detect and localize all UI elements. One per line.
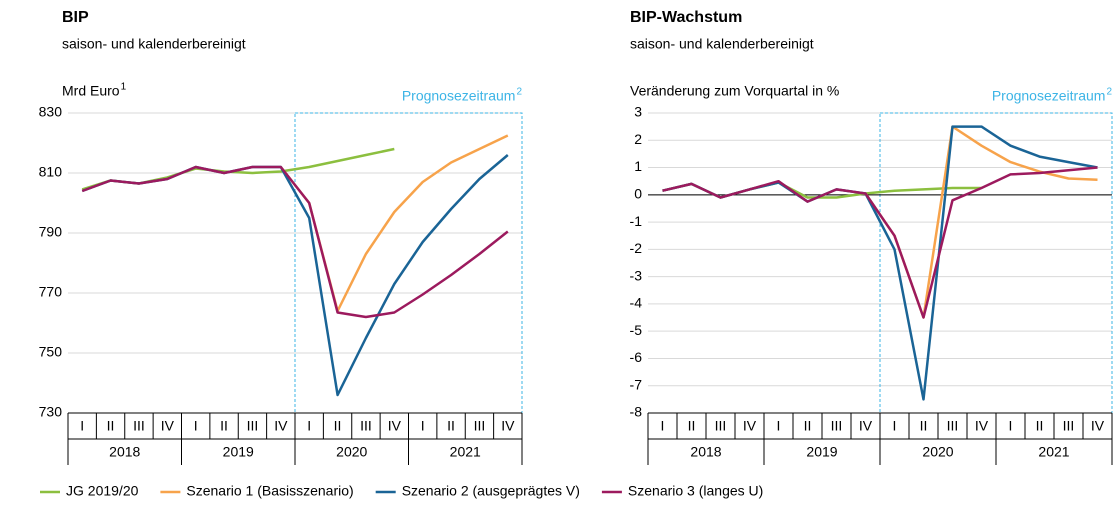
x-tick-label: II [107, 418, 115, 434]
y-tick-label: -3 [630, 267, 643, 283]
chart-title: BIP-Wachstum [630, 9, 742, 26]
year-label: 2019 [223, 444, 254, 460]
x-tick-label: II [920, 418, 928, 434]
x-tick-label: IV [975, 418, 989, 434]
chart-subtitle: saison- und kalenderbereinigt [62, 36, 246, 52]
y-tick-label: 810 [39, 164, 63, 180]
legend-label: Szenario 2 (ausgeprägtes V) [402, 483, 580, 499]
x-tick-label: IV [388, 418, 402, 434]
year-label: 2018 [109, 444, 140, 460]
x-tick-label: I [307, 418, 311, 434]
x-tick-label: I [661, 418, 665, 434]
year-label: 2019 [806, 444, 837, 460]
chart-subtitle: saison- und kalenderbereinigt [630, 36, 814, 52]
x-tick-label: III [360, 418, 372, 434]
x-tick-label: IV [859, 418, 873, 434]
x-tick-label: IV [501, 418, 515, 434]
x-tick-label: IV [274, 418, 288, 434]
y-tick-label: 2 [634, 131, 642, 147]
y-tick-label: -6 [630, 349, 643, 365]
y-tick-label: -4 [630, 295, 643, 311]
x-tick-label: I [893, 418, 897, 434]
forecast-note: 2 [516, 87, 522, 98]
x-tick-label: II [447, 418, 455, 434]
year-label: 2021 [450, 444, 481, 460]
year-label: 2020 [336, 444, 367, 460]
y-tick-label: 750 [39, 344, 63, 360]
x-tick-label: IV [161, 418, 175, 434]
x-tick-label: III [831, 418, 843, 434]
x-tick-label: III [474, 418, 486, 434]
y-axis-label: Veränderung zum Vorquartal in % [630, 83, 839, 99]
x-tick-label: III [1063, 418, 1075, 434]
legend-label: Szenario 1 (Basisszenario) [186, 483, 353, 499]
y-tick-label: -1 [630, 213, 643, 229]
x-tick-label: II [1036, 418, 1044, 434]
y-axis-note: 1 [121, 82, 127, 93]
x-tick-label: I [777, 418, 781, 434]
x-tick-label: I [194, 418, 198, 434]
y-tick-label: 790 [39, 224, 63, 240]
year-label: 2018 [690, 444, 721, 460]
forecast-label: Prognosezeitraum [402, 88, 516, 104]
legend-label: Szenario 3 (langes U) [628, 483, 763, 499]
y-tick-label: 730 [39, 404, 63, 420]
x-tick-label: III [133, 418, 145, 434]
forecast-label: Prognosezeitraum [992, 88, 1106, 104]
forecast-note: 2 [1106, 87, 1112, 98]
x-tick-label: IV [1091, 418, 1105, 434]
x-tick-label: II [804, 418, 812, 434]
y-tick-label: -2 [630, 240, 643, 256]
y-tick-label: -8 [630, 404, 643, 420]
year-label: 2020 [922, 444, 953, 460]
x-tick-label: III [947, 418, 959, 434]
x-tick-label: II [220, 418, 228, 434]
y-tick-label: 830 [39, 104, 63, 120]
x-tick-label: III [715, 418, 727, 434]
chart-title: BIP [62, 9, 89, 26]
x-tick-label: II [688, 418, 696, 434]
y-tick-label: 0 [634, 186, 642, 202]
y-tick-label: 3 [634, 104, 642, 120]
x-tick-label: II [334, 418, 342, 434]
series-line [662, 166, 1098, 319]
year-label: 2021 [1038, 444, 1069, 460]
y-tick-label: -7 [630, 376, 643, 392]
legend-label: JG 2019/20 [66, 483, 139, 499]
y-tick-label: 1 [634, 158, 642, 174]
y-axis-label: Mrd Euro [62, 83, 120, 99]
forecast-region [879, 112, 1113, 414]
series-line [81, 165, 509, 319]
x-tick-label: I [421, 418, 425, 434]
y-tick-label: -5 [630, 322, 643, 338]
x-tick-label: IV [743, 418, 757, 434]
y-tick-label: 770 [39, 284, 63, 300]
x-tick-label: I [80, 418, 84, 434]
x-tick-label: I [1009, 418, 1013, 434]
x-tick-label: III [247, 418, 259, 434]
